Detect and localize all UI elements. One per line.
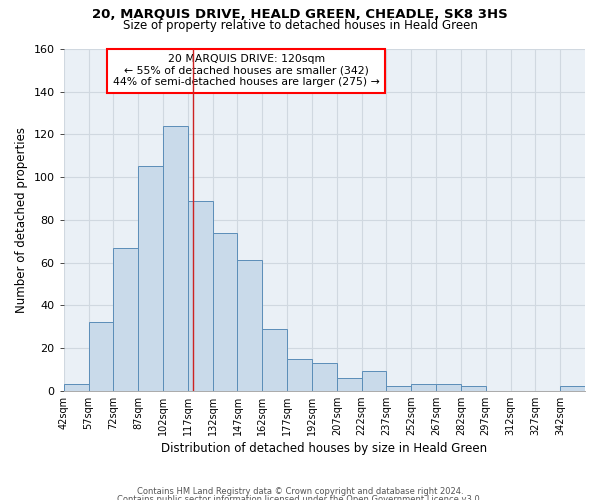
- Text: 20, MARQUIS DRIVE, HEALD GREEN, CHEADLE, SK8 3HS: 20, MARQUIS DRIVE, HEALD GREEN, CHEADLE,…: [92, 8, 508, 20]
- Text: Size of property relative to detached houses in Heald Green: Size of property relative to detached ho…: [122, 18, 478, 32]
- Y-axis label: Number of detached properties: Number of detached properties: [15, 127, 28, 313]
- Bar: [163, 126, 188, 390]
- Bar: [461, 386, 486, 390]
- Bar: [560, 386, 585, 390]
- Bar: [89, 322, 113, 390]
- Bar: [238, 260, 262, 390]
- Bar: [287, 358, 312, 390]
- Bar: [188, 200, 212, 390]
- Bar: [262, 329, 287, 390]
- Text: Contains public sector information licensed under the Open Government Licence v3: Contains public sector information licen…: [118, 495, 482, 500]
- Bar: [138, 166, 163, 390]
- Bar: [411, 384, 436, 390]
- Text: 20 MARQUIS DRIVE: 120sqm
← 55% of detached houses are smaller (342)
44% of semi-: 20 MARQUIS DRIVE: 120sqm ← 55% of detach…: [113, 54, 380, 88]
- Bar: [337, 378, 362, 390]
- Bar: [386, 386, 411, 390]
- Bar: [113, 248, 138, 390]
- Bar: [312, 363, 337, 390]
- Bar: [362, 372, 386, 390]
- Bar: [64, 384, 89, 390]
- Text: Contains HM Land Registry data © Crown copyright and database right 2024.: Contains HM Land Registry data © Crown c…: [137, 488, 463, 496]
- Bar: [436, 384, 461, 390]
- Bar: [212, 232, 238, 390]
- X-axis label: Distribution of detached houses by size in Heald Green: Distribution of detached houses by size …: [161, 442, 487, 455]
